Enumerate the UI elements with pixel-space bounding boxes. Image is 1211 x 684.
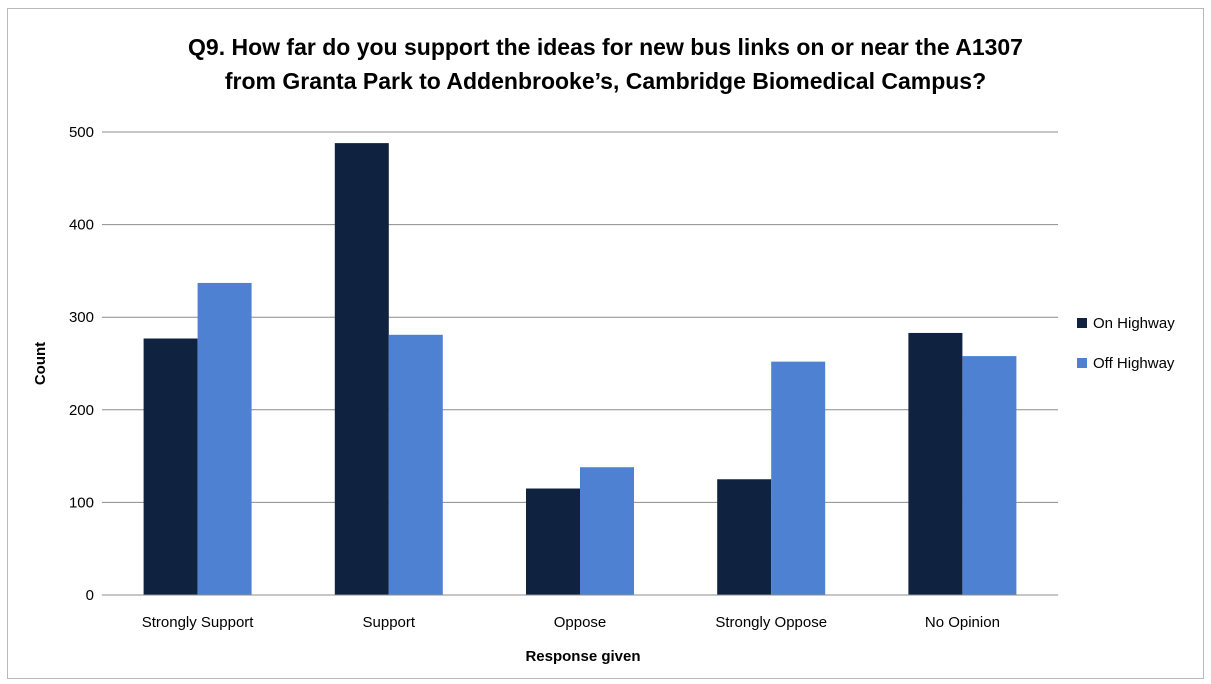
bar-on-highway-strongly-oppose [717,479,772,595]
legend-swatch [1077,318,1087,328]
x-tick-labels: Strongly Support Support Oppose Strongly Op… [142,614,1000,631]
legend-label: Off Highway [1093,355,1175,372]
y-tick-label: 0 [86,587,94,604]
bar-off-highway-support [388,334,443,595]
y-axis-title: Count [32,342,49,385]
x-tick-label: Strongly Oppose [715,614,827,631]
y-tick-label: 500 [69,124,94,141]
chart-title: Q9. How far do you support the ideas for… [0,30,1211,98]
bar-on-highway-support [334,143,389,595]
legend-label: On Highway [1093,315,1175,332]
y-tick-label: 300 [69,309,94,326]
bar-on-highway-strongly-support [143,338,198,595]
x-tick-label: Support [363,614,416,631]
x-axis-title: Response given [525,648,640,665]
bar-off-highway-strongly-oppose [771,361,826,595]
bar-on-highway-oppose [526,488,580,595]
legend-swatch [1077,358,1087,368]
y-tick-labels: 0 100 200 300 400 500 [69,124,94,604]
y-tick-label: 400 [69,217,94,234]
y-tick-label: 200 [69,402,94,419]
chart-title-line-2: from Granta Park to Addenbrooke’s, Cambr… [224,68,987,94]
bar-off-highway-oppose [580,467,634,595]
gridlines [102,131,1058,503]
bars [143,143,1017,595]
legend: On Highway Off Highway [1077,315,1175,372]
chart-title-line-1: Q9. How far do you support the ideas for… [188,34,1023,60]
bar-on-highway-no-opinion [908,332,963,595]
x-tick-label: Oppose [554,614,607,631]
x-tick-label: Strongly Support [142,614,255,631]
y-tick-label: 100 [69,494,94,511]
x-tick-label: No Opinion [925,614,1000,631]
bar-off-highway-no-opinion [962,356,1017,595]
bar-off-highway-strongly-support [197,282,252,595]
